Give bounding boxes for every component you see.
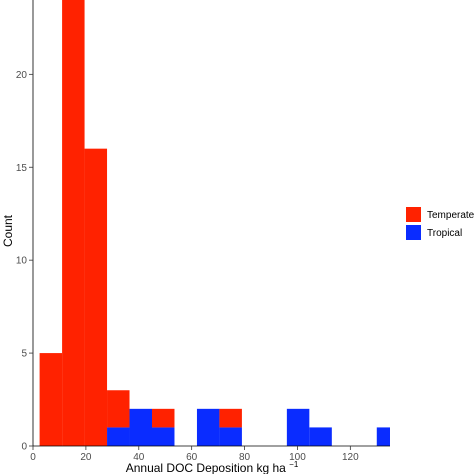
bars-group [39, 0, 390, 446]
y-axis-title: Count [1, 214, 15, 247]
x-tick-label: 0 [30, 452, 36, 463]
bar-tropical-4 [129, 408, 152, 446]
x-tick-label: 120 [342, 452, 359, 463]
x-tick-label: 40 [133, 452, 145, 463]
legend-label-temperate: Temperate [427, 210, 474, 221]
bar-tropical-5 [152, 427, 175, 446]
x-axis-title-text: Annual DOC Deposition kg ha [126, 461, 286, 474]
legend-label-tropical: Tropical [427, 228, 462, 239]
y-tick-label: 10 [16, 256, 28, 267]
bar-temperate-3 [107, 390, 130, 428]
y-tick-label: 5 [21, 349, 27, 360]
legend: Temperate Tropical [406, 207, 474, 240]
legend-key-tropical [406, 225, 421, 240]
bar-tropical-9 [309, 427, 332, 446]
x-tick-label: 60 [186, 452, 198, 463]
bar-temperate-0 [39, 353, 63, 446]
bar-temperate-5 [152, 408, 175, 428]
bar-temperate-1 [62, 0, 85, 446]
x-axis-title-superscript: −1 [289, 460, 299, 469]
x-tick-label: 20 [80, 452, 92, 463]
y-tick-label: 0 [21, 442, 27, 453]
bar-temperate-2 [84, 148, 108, 446]
x-axis-title: Annual DOC Deposition kg ha −1 [126, 460, 299, 474]
y-tick-label: 15 [16, 163, 28, 174]
x-tick-label: 80 [239, 452, 251, 463]
legend-key-temperate [406, 207, 421, 222]
bar-tropical-7 [219, 427, 242, 446]
bar-tropical-8 [286, 408, 310, 446]
x-axis-ticks: 0 20 40 60 80 100 120 [30, 446, 359, 463]
bar-tropical-6 [196, 408, 220, 446]
bar-tropical-10 [376, 427, 390, 446]
x-tick-label: 100 [289, 452, 306, 463]
y-tick-label: 20 [16, 70, 28, 81]
bar-tropical-3 [107, 427, 130, 446]
bar-temperate-7 [219, 408, 242, 428]
y-axis-ticks: 0 5 10 15 20 [16, 70, 33, 453]
